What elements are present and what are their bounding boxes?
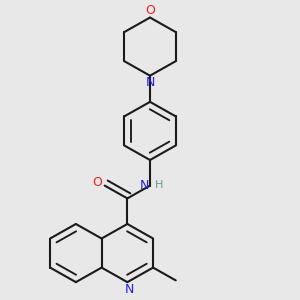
Text: N: N <box>145 76 155 89</box>
Text: N: N <box>124 283 134 296</box>
Text: H: H <box>155 180 164 190</box>
Text: N: N <box>140 179 149 192</box>
Text: O: O <box>145 4 155 17</box>
Text: O: O <box>92 176 102 189</box>
